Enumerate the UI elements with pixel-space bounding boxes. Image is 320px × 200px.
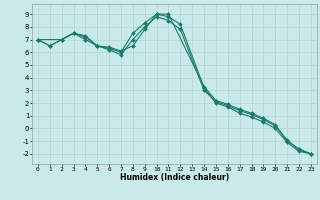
X-axis label: Humidex (Indice chaleur): Humidex (Indice chaleur) bbox=[120, 173, 229, 182]
